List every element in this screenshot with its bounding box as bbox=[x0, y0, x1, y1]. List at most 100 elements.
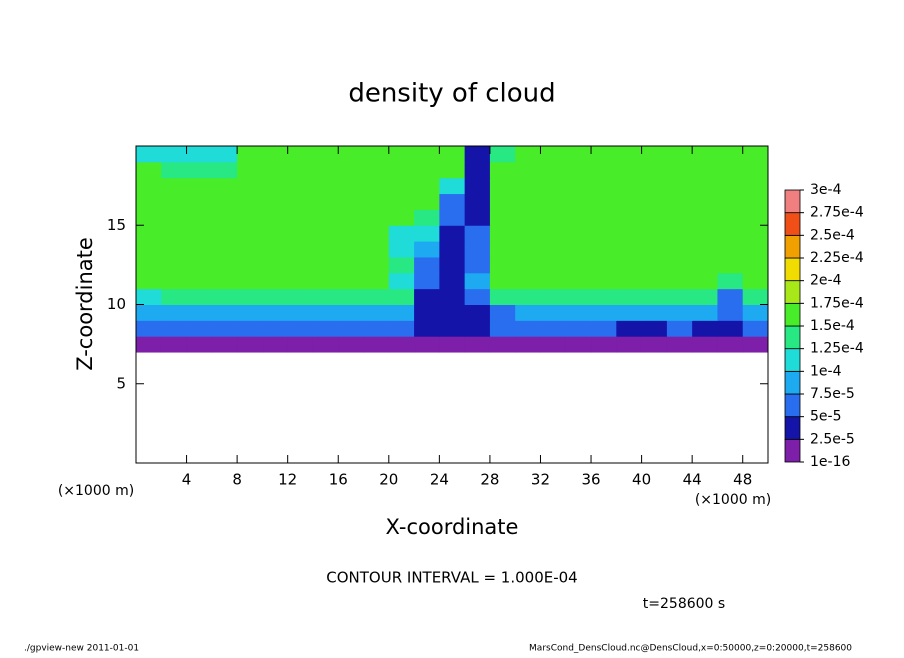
cell bbox=[287, 320, 314, 337]
cell bbox=[742, 193, 769, 210]
colorbar-label: 5e-5 bbox=[810, 409, 841, 425]
cell bbox=[312, 241, 339, 258]
cell bbox=[237, 304, 263, 321]
cell bbox=[742, 320, 769, 337]
cell bbox=[692, 209, 718, 226]
cell bbox=[262, 320, 289, 337]
cell bbox=[338, 177, 365, 195]
colorbar-box bbox=[784, 257, 801, 282]
cell bbox=[464, 288, 491, 305]
cell bbox=[565, 161, 592, 179]
cell bbox=[666, 304, 693, 321]
cell bbox=[439, 304, 466, 321]
cell bbox=[338, 241, 365, 258]
cell bbox=[591, 320, 617, 337]
cell bbox=[591, 241, 617, 258]
cell bbox=[414, 272, 440, 290]
colorbar-label: 1e-16 bbox=[810, 454, 850, 470]
cell bbox=[717, 161, 744, 179]
y-tick-label: 15 bbox=[107, 216, 126, 234]
cell bbox=[515, 336, 541, 353]
cell bbox=[312, 161, 339, 179]
cell bbox=[641, 336, 668, 353]
cell bbox=[312, 304, 339, 321]
colorbar-label: 2.5e-5 bbox=[810, 431, 855, 447]
cell bbox=[161, 146, 188, 163]
cell bbox=[136, 225, 162, 242]
cell bbox=[565, 146, 592, 163]
x-tick-label: 24 bbox=[430, 471, 449, 489]
cell bbox=[363, 288, 390, 305]
footer: ./gpview-new 2011-01-01 bbox=[24, 644, 139, 654]
x-unit: (×1000 m) bbox=[695, 492, 771, 508]
cell bbox=[591, 304, 617, 321]
cell bbox=[414, 177, 440, 195]
cell bbox=[338, 209, 365, 226]
y-tick-label: 10 bbox=[107, 295, 126, 313]
cell bbox=[717, 256, 744, 274]
cell bbox=[489, 225, 516, 242]
cell bbox=[439, 146, 466, 163]
cell bbox=[161, 241, 188, 258]
colorbar-label: 1.5e-4 bbox=[810, 318, 855, 334]
cell bbox=[414, 336, 440, 353]
cell bbox=[439, 336, 466, 353]
x-tick-label: 20 bbox=[379, 471, 398, 489]
cell bbox=[237, 336, 263, 353]
cell bbox=[641, 320, 668, 337]
cell bbox=[717, 177, 744, 195]
cell bbox=[616, 336, 643, 353]
x-tick-label: 12 bbox=[278, 471, 297, 489]
cell bbox=[540, 256, 567, 274]
cell bbox=[692, 161, 718, 179]
cell bbox=[287, 209, 314, 226]
cell bbox=[211, 146, 238, 163]
cell bbox=[338, 225, 365, 242]
cell bbox=[161, 177, 188, 195]
cell bbox=[363, 336, 390, 353]
cell bbox=[641, 209, 668, 226]
cell bbox=[186, 288, 213, 305]
cell bbox=[439, 225, 466, 242]
cell bbox=[591, 256, 617, 274]
cell bbox=[262, 177, 289, 195]
cell bbox=[211, 272, 238, 290]
cell bbox=[388, 225, 415, 242]
cell bbox=[439, 272, 466, 290]
x-unit: (×1000 m) bbox=[58, 483, 134, 499]
cell bbox=[540, 177, 567, 195]
cell bbox=[641, 161, 668, 179]
cell bbox=[591, 288, 617, 305]
cell bbox=[287, 177, 314, 195]
cell bbox=[136, 288, 162, 305]
cell bbox=[237, 272, 263, 290]
cell bbox=[237, 256, 263, 274]
cell bbox=[565, 225, 592, 242]
cell bbox=[287, 304, 314, 321]
cell bbox=[489, 256, 516, 274]
cell bbox=[237, 225, 263, 242]
cell bbox=[666, 146, 693, 163]
cell bbox=[742, 288, 769, 305]
cell bbox=[464, 193, 491, 210]
cell bbox=[489, 161, 516, 179]
cell bbox=[616, 304, 643, 321]
cell bbox=[515, 193, 541, 210]
cell bbox=[211, 320, 238, 337]
cell bbox=[414, 256, 440, 274]
cell bbox=[287, 146, 314, 163]
cell bbox=[464, 272, 491, 290]
cell bbox=[439, 256, 466, 274]
cell bbox=[338, 272, 365, 290]
cell bbox=[363, 304, 390, 321]
cell bbox=[262, 241, 289, 258]
cell bbox=[287, 225, 314, 242]
cell bbox=[742, 225, 769, 242]
colorbar-box bbox=[784, 370, 801, 395]
cell bbox=[237, 241, 263, 258]
cell bbox=[338, 288, 365, 305]
cell bbox=[211, 241, 238, 258]
cell bbox=[211, 336, 238, 353]
